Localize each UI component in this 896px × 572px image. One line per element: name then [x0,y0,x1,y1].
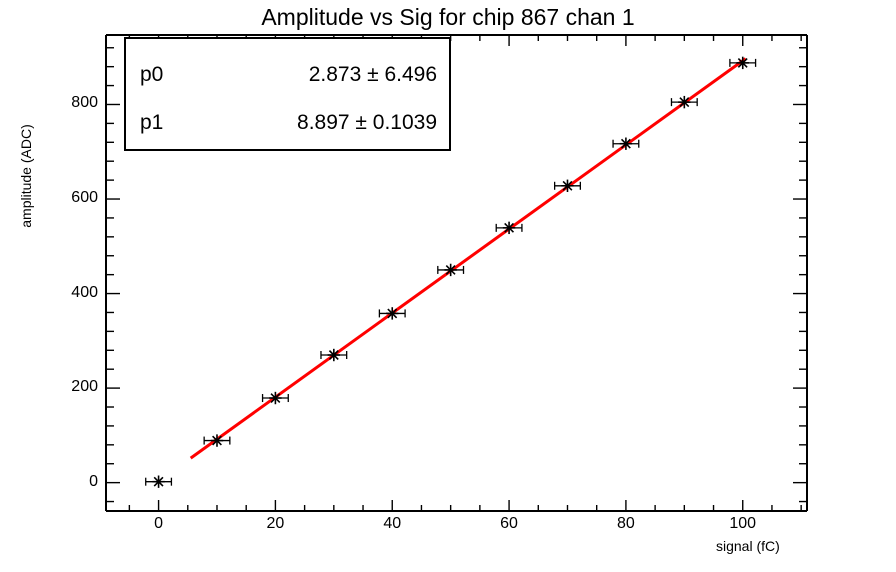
data-points [145,56,757,488]
page-title: Amplitude vs Sig for chip 867 chan 1 [261,4,635,30]
data-point [261,391,289,405]
x-tick-label: 40 [383,515,402,532]
stat-param-value: 8.897 ± 0.1039 [297,111,437,134]
fit-line [189,57,747,460]
stat-row: p0 2.873 ± 6.496 [126,56,449,94]
data-point [437,263,465,277]
data-point [670,95,698,109]
stat-param-name: p0 [140,63,164,86]
data-point [612,137,640,150]
stat-param-value: 2.873 ± 6.496 [308,63,437,86]
data-point [495,221,523,235]
x-tick-label: 60 [500,515,518,532]
data-point [729,56,757,70]
y-axis-title: amplitude (ADC) [18,124,34,228]
y-tick-label: 600 [71,189,98,207]
stat-row: p1 8.897 ± 0.1039 [126,104,449,142]
y-tick-label: 0 [89,472,98,490]
x-axis-title: signal (fC) [716,538,780,554]
y-tick-label: 800 [71,94,98,112]
y-tick-label: 200 [71,378,98,396]
data-point [320,348,348,362]
data-point [203,434,231,447]
data-point [378,307,406,320]
x-tick-label: 0 [154,515,164,532]
stat-param-name: p1 [140,111,164,134]
data-point [145,475,173,488]
x-tick-label: 20 [266,515,285,532]
axis-frame [105,34,808,512]
x-tick-label: 80 [617,515,635,532]
x-tick-label: 100 [729,515,757,532]
y-tick-label: 400 [71,283,98,301]
fit-stats-box: p0 2.873 ± 6.496 p1 8.897 ± 0.1039 [124,37,451,151]
data-point [553,179,581,192]
